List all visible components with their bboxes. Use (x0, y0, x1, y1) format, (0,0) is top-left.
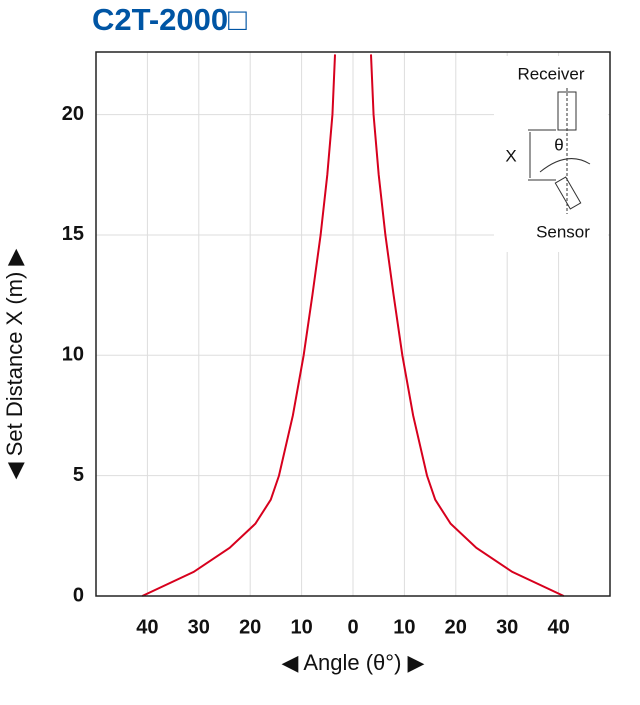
y-tick-label: 15 (62, 223, 84, 245)
x-tick-label: 40 (547, 616, 569, 638)
x-tick-label: 40 (136, 616, 158, 638)
x-tick-label: 30 (188, 616, 210, 638)
inset-receiver: Receiver (517, 64, 584, 83)
sensor-shape (554, 176, 582, 210)
inset-diagram: Receiver X θ Sensor (494, 56, 608, 252)
x-tick-label: 20 (445, 616, 467, 638)
curve (369, 54, 565, 597)
y-tick-label: 0 (73, 584, 84, 606)
y-tick-label: 5 (73, 464, 84, 486)
x-tick-label: 30 (496, 616, 518, 638)
chart-title: C2T-2000□ (92, 2, 247, 37)
inset-x: X (505, 146, 516, 165)
plot-frame (95, 51, 611, 597)
y-tick-label: 20 (62, 103, 84, 125)
inset-background (494, 56, 608, 252)
lines (141, 54, 565, 597)
x-tick-label: 20 (239, 616, 261, 638)
inset-sensor: Sensor (536, 222, 590, 241)
x-tick-label: 10 (290, 616, 312, 638)
x-tick-label: 0 (347, 616, 358, 638)
x-axis-label: ◀ Angle (θ°) ▶ (282, 650, 425, 675)
curve (141, 54, 337, 597)
angle-arc (539, 158, 591, 173)
x-tick-label: 10 (393, 616, 415, 638)
inset-theta: θ (554, 135, 563, 154)
y-axis-label: ◀ Set Distance X (m) ▶ (2, 249, 27, 480)
y-tick-label: 10 (62, 344, 84, 366)
